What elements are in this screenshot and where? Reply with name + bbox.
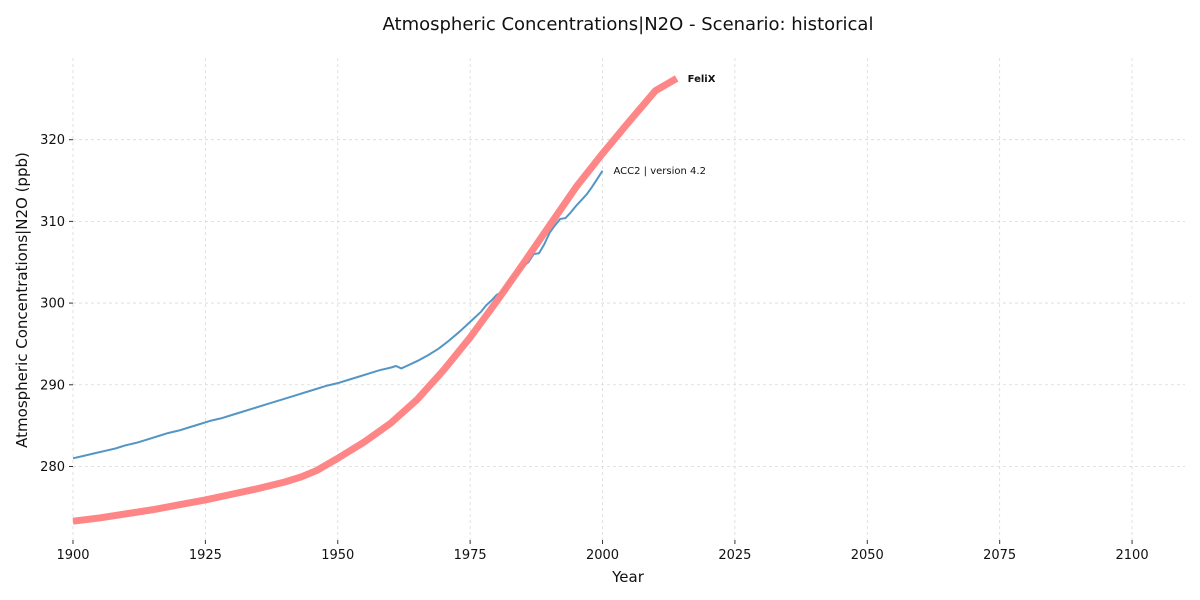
- x-tick-label: 2025: [718, 548, 751, 563]
- x-axis-label: Year: [611, 568, 645, 586]
- x-tick-label: 1950: [321, 548, 354, 563]
- series-layer: ACC2 | version 4.2 FeliX: [72, 74, 716, 525]
- x-tick-label: 2000: [586, 548, 619, 563]
- series-label: FeliX: [688, 74, 716, 85]
- series-line: [72, 170, 604, 460]
- grid: [72, 58, 1185, 540]
- x-tick-label: 1975: [454, 548, 487, 563]
- x-tick-label: 2075: [983, 548, 1016, 563]
- chart-title: Atmospheric Concentrations|N2O - Scenari…: [383, 14, 874, 35]
- y-tick-label: 320: [40, 133, 65, 148]
- series-line: [72, 75, 679, 525]
- y-axis: 280 290 300 310 320: [40, 133, 73, 475]
- x-axis: 1900 1925 1950 1975 2000 2025 2050 2075 2100: [56, 540, 1149, 563]
- x-tick-label: 1900: [56, 548, 89, 563]
- series-label: ACC2 | version 4.2: [614, 166, 706, 177]
- y-tick-label: 300: [40, 297, 65, 312]
- y-tick-label: 280: [40, 460, 65, 475]
- x-tick-label: 1925: [189, 548, 222, 563]
- y-tick-label: 310: [40, 215, 65, 230]
- y-axis-label: Atmospheric Concentrations|N2O (ppb): [13, 152, 31, 448]
- x-tick-label: 2100: [1116, 548, 1149, 563]
- y-tick-label: 290: [40, 378, 65, 393]
- x-tick-label: 2050: [851, 548, 884, 563]
